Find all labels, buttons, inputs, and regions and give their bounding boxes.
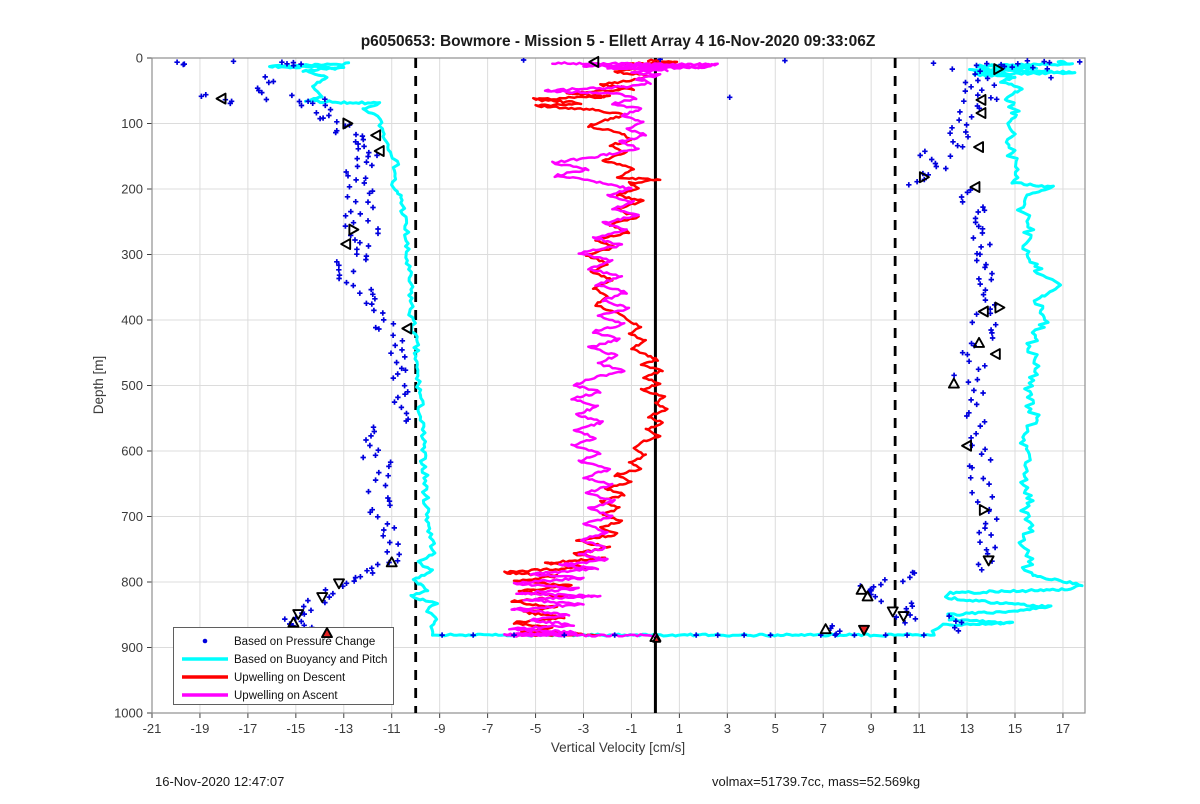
series-buoyancy-pitch-ascent bbox=[930, 59, 1084, 637]
chart-title: p6050653: Bowmore - Mission 5 - Ellett A… bbox=[361, 33, 876, 50]
x-tick-label: -7 bbox=[482, 721, 494, 736]
x-tick-label: -21 bbox=[143, 721, 162, 736]
series-buoyancy-pitch-descent bbox=[268, 61, 439, 637]
event-marker-r-triangle bbox=[342, 117, 354, 130]
x-tick-label: 7 bbox=[820, 721, 827, 736]
x-tick-label: -3 bbox=[578, 721, 590, 736]
x-tick-label: 15 bbox=[1008, 721, 1022, 736]
event-marker-l-triangle bbox=[370, 129, 382, 142]
event-marker-l-triangle bbox=[975, 93, 987, 106]
event-marker-u-triangle bbox=[652, 634, 662, 643]
footer-timestamp: 16-Nov-2020 12:47:07 bbox=[155, 774, 284, 789]
y-tick-label: 1000 bbox=[114, 706, 143, 721]
event-marker-l-triangle bbox=[373, 145, 385, 157]
x-tick-label: -5 bbox=[530, 721, 542, 736]
event-marker-d-triangle bbox=[858, 624, 870, 636]
series-upwelling-ascent bbox=[503, 61, 719, 637]
event-marker-l-triangle bbox=[401, 322, 413, 335]
x-tick-label: 9 bbox=[868, 721, 875, 736]
x-axis-label: Vertical Velocity [cm/s] bbox=[551, 740, 685, 755]
y-tick-label: 300 bbox=[121, 247, 143, 262]
y-tick-label: 200 bbox=[121, 182, 143, 197]
x-tick-label: -15 bbox=[286, 721, 305, 736]
x-tick-label: -1 bbox=[626, 721, 638, 736]
event-markers-layer bbox=[215, 55, 1006, 643]
event-marker-l-triangle bbox=[588, 55, 600, 68]
legend-box bbox=[173, 627, 394, 705]
x-tick-label: 5 bbox=[772, 721, 779, 736]
x-tick-label: 11 bbox=[912, 721, 926, 736]
legend-label-upwelling-descent: Upwelling on Descent bbox=[234, 672, 346, 684]
event-marker-d-triangle bbox=[886, 606, 899, 618]
event-marker-u-triangle bbox=[385, 556, 398, 568]
y-axis-label: Depth [m] bbox=[91, 356, 106, 415]
series-layer bbox=[174, 58, 1084, 638]
y-tick-label: 600 bbox=[121, 444, 143, 459]
event-marker-u-triangle bbox=[321, 627, 333, 639]
x-tick-label: -11 bbox=[383, 721, 401, 736]
event-marker-r-triangle bbox=[993, 63, 1005, 76]
event-marker-r-triangle bbox=[994, 301, 1006, 314]
event-marker-u-triangle bbox=[855, 583, 868, 595]
y-tick-label: 400 bbox=[121, 313, 143, 328]
series-upwelling-ascent-bottom bbox=[503, 633, 657, 638]
event-marker-u-triangle bbox=[973, 336, 985, 348]
event-marker-r-triangle bbox=[918, 171, 930, 184]
y-tick-label: 900 bbox=[121, 640, 143, 655]
event-marker-l-triangle bbox=[969, 181, 981, 193]
y-tick-label: 100 bbox=[121, 116, 143, 131]
event-marker-l-triangle bbox=[340, 238, 352, 250]
event-marker-l-triangle bbox=[973, 141, 984, 154]
x-tick-label: 13 bbox=[960, 721, 974, 736]
legend-label-buoyancy-pitch: Based on Buoyancy and Pitch bbox=[234, 654, 387, 666]
event-marker-d-triangle bbox=[897, 611, 910, 623]
event-marker-d-triangle bbox=[316, 592, 329, 604]
event-marker-l-triangle bbox=[989, 348, 1001, 361]
axes-grid-layer: -21 -19 -17 -15 -13 -11 -9 -7 -5 -3 -1 1 3 5 7 9 11 13 15 1… bbox=[114, 51, 1086, 736]
legend: Based on Pressure Change Based on Buoyan… bbox=[173, 627, 394, 705]
event-marker-d-triangle bbox=[292, 609, 305, 621]
event-marker-r-triangle bbox=[348, 223, 360, 236]
x-tick-label: -9 bbox=[434, 721, 446, 736]
y-tick-label: 500 bbox=[121, 378, 143, 393]
event-marker-l-triangle bbox=[975, 107, 987, 119]
y-tick-label: 0 bbox=[136, 51, 143, 66]
x-tick-label: -17 bbox=[238, 721, 257, 736]
event-marker-d-triangle bbox=[982, 555, 995, 567]
event-marker-u-triangle bbox=[287, 616, 300, 628]
event-marker-u-triangle bbox=[947, 377, 960, 389]
x-tick-label: -19 bbox=[191, 721, 210, 736]
y-tick-label: 700 bbox=[121, 509, 143, 524]
legend-dot-marker bbox=[202, 638, 208, 644]
x-tick-label: 17 bbox=[1056, 721, 1070, 736]
footer-volmax-mass: volmax=51739.7cc, mass=52.569kg bbox=[712, 774, 920, 789]
event-marker-u-triangle bbox=[861, 590, 874, 602]
x-tick-label: 1 bbox=[676, 721, 683, 736]
y-tick-label: 800 bbox=[121, 575, 143, 590]
x-tick-label: 3 bbox=[724, 721, 731, 736]
event-marker-l-triangle bbox=[215, 92, 227, 105]
scatter-pressure-change bbox=[174, 58, 1083, 638]
event-marker-l-triangle bbox=[961, 439, 973, 452]
x-tick-label: -13 bbox=[334, 721, 353, 736]
event-marker-d-triangle bbox=[333, 578, 345, 590]
legend-label-pressure-change: Based on Pressure Change bbox=[234, 636, 375, 648]
event-marker-u-triangle bbox=[819, 623, 832, 635]
event-marker-r-triangle bbox=[978, 504, 990, 516]
legend-label-upwelling-ascent: Upwelling on Ascent bbox=[234, 690, 338, 702]
event-marker-l-triangle bbox=[977, 305, 989, 318]
